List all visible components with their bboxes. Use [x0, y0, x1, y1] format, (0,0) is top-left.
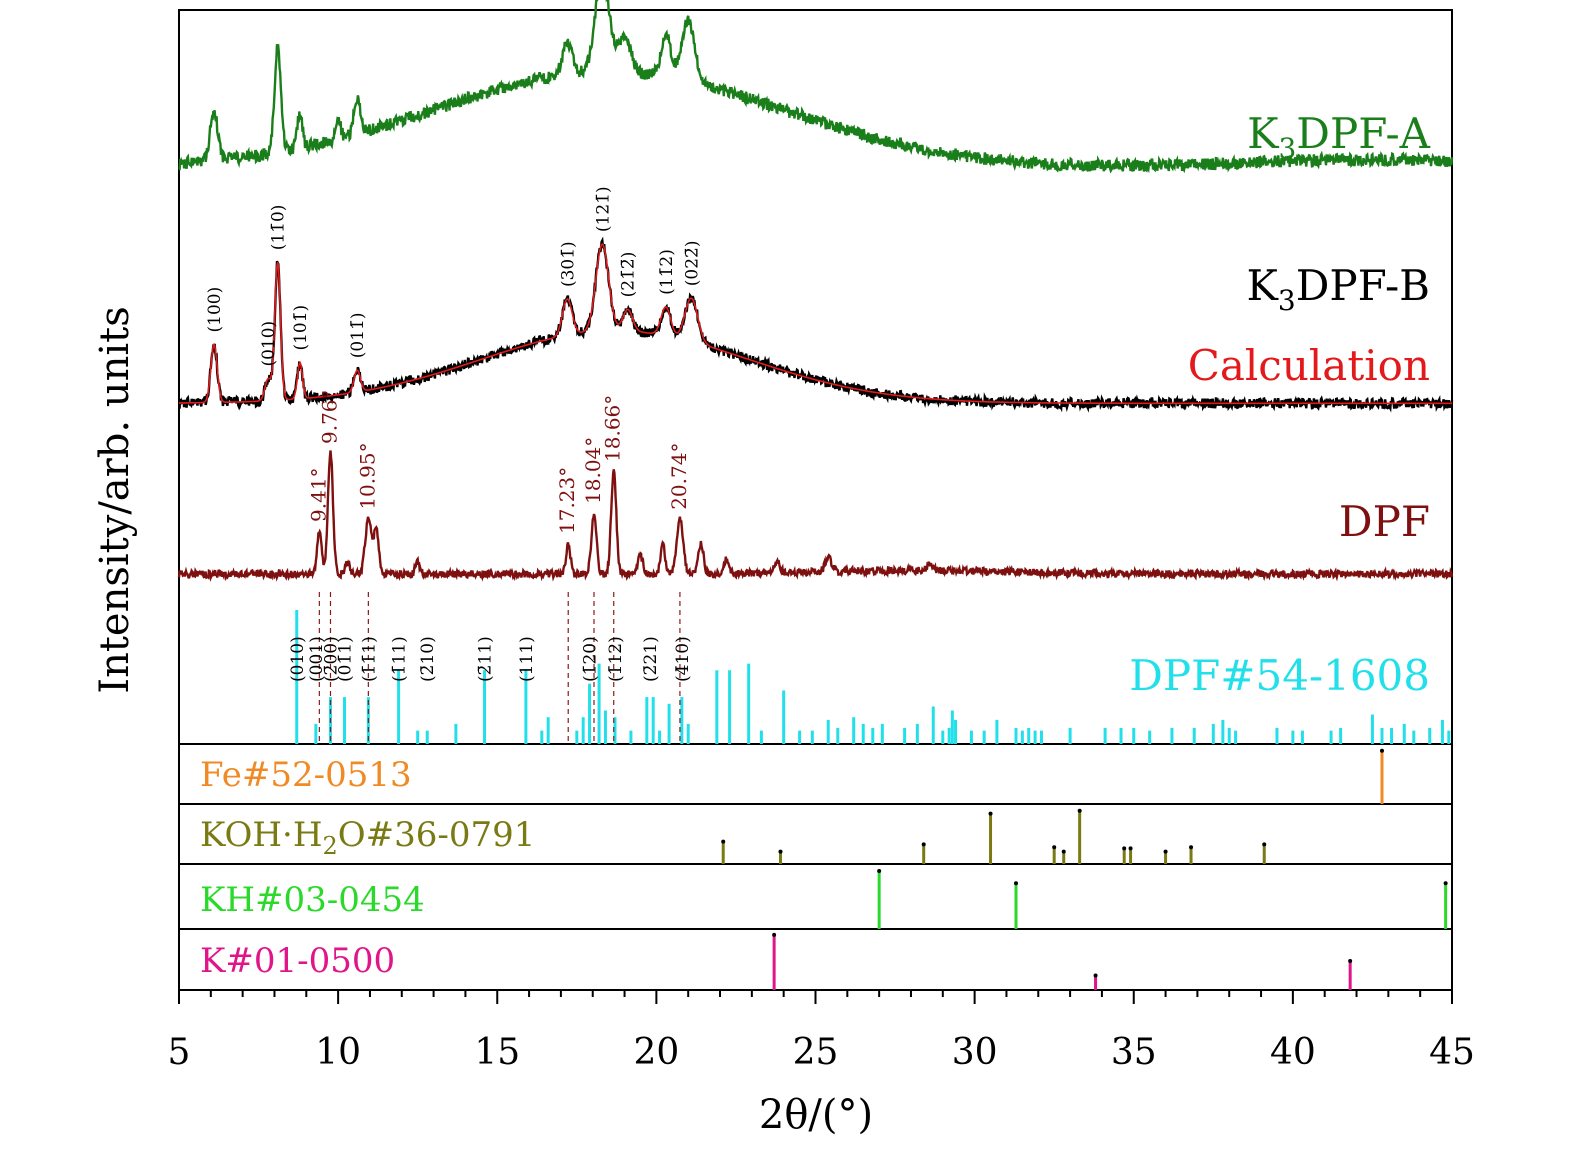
series-line-dpf [177, 450, 1454, 582]
angle-label: 10.95° [355, 442, 379, 509]
x-tick-label: 35 [1111, 1032, 1157, 1073]
x-tick-label: 15 [474, 1032, 520, 1073]
ref-hkl-label: (010) [288, 636, 308, 682]
stick-tip [1348, 959, 1353, 963]
hkl-label: (022̄) [682, 241, 702, 287]
series-label-k3dpf-b: K3DPF-B [1247, 261, 1430, 317]
stick-tip [877, 869, 882, 874]
reference-layer: DPF#54-1608 Fe#52-0513 KOH·H2O#36-0791 KH#0… [200, 610, 1451, 990]
reference-label: K#01-0500 [200, 941, 395, 981]
angle-label: 20.74° [667, 443, 691, 510]
series-label-calculation: Calculation [1188, 341, 1430, 390]
x-tick-label: 20 [633, 1032, 679, 1073]
hkl-label: (21̄2̄) [619, 252, 639, 298]
stick-tip [1128, 846, 1133, 851]
ref-hkl-label: (1̄12) [606, 636, 626, 682]
hkl-label: (121̄) [593, 186, 613, 232]
stick-tip [1013, 881, 1018, 886]
x-tick-label: 45 [1429, 1032, 1475, 1073]
x-axis: 5 10 15 20 25 30 35 40 45 [168, 990, 1475, 1073]
stick-tip [1093, 973, 1098, 978]
ref-hkl-label: (1̄1̄1) [359, 636, 379, 682]
stick-tip [1262, 842, 1267, 847]
hkl-label: (011̄) [348, 313, 368, 359]
angle-label: 9.76° [317, 389, 341, 444]
ref-hkl-label: (2̄11) [476, 636, 496, 682]
reference-label: DPF#54-1608 [1129, 651, 1430, 700]
stick-tip [1122, 846, 1127, 851]
annotation-layer: 9.41° 9.76° 10.95° 17.23° 18.04°18.66° 20.74°… [205, 186, 702, 744]
stick-tip [1061, 849, 1066, 854]
ref-hkl-label: (2̄21) [641, 636, 661, 682]
hkl-label: (301̄) [558, 241, 578, 287]
stick-tip [1052, 845, 1057, 850]
stick-tip [1189, 845, 1194, 850]
hkl-label: (101̄) [291, 305, 311, 351]
x-tick-label: 10 [315, 1032, 361, 1073]
series-line-k3dpf-a [178, 0, 1454, 174]
reference-label: KH#03-0454 [200, 880, 425, 920]
stick-tip [1077, 808, 1082, 813]
angle-label: 17.23° [555, 467, 579, 534]
series-label-k3dpf-a: K3DPF-A [1247, 109, 1431, 165]
reference-label: KOH·H2O#36-0791 [200, 815, 535, 860]
ref-hkl-label: (111) [517, 636, 537, 682]
stick-tip [1163, 849, 1168, 854]
angle-label: 9.41° [306, 467, 330, 522]
hkl-label: (11̄2) [657, 249, 677, 295]
ref-hkl-label: (2̄10) [418, 636, 438, 682]
stick-tip [1443, 881, 1448, 886]
angle-label: 18.04° [581, 437, 605, 504]
ref-hkl-label: (1̄11) [390, 636, 410, 682]
stick-tip [988, 811, 993, 816]
y-axis-title: Intensity/arb. units [92, 306, 138, 693]
x-tick-label: 30 [952, 1032, 998, 1073]
x-axis-title: 2θ/(°) [759, 1092, 873, 1138]
x-tick-label: 40 [1270, 1032, 1316, 1073]
series-label-dpf: DPF [1339, 497, 1430, 546]
reference-label: Fe#52-0513 [200, 755, 412, 795]
hkl-label: (100) [205, 287, 225, 333]
series-layer: K3DPF-A K3DPF-B Calculation DPF [177, 0, 1454, 582]
hkl-label: (010) [259, 321, 279, 367]
stick-tip [778, 849, 783, 854]
hkl-label: (11̄0) [269, 205, 289, 251]
stick-tip [921, 842, 926, 847]
stick-tip [721, 839, 726, 844]
stick-tip [1379, 748, 1384, 753]
ref-hkl-label: (2̄00) [321, 636, 341, 682]
x-tick-label: 25 [793, 1032, 839, 1073]
series-line-calculation [179, 243, 1452, 405]
ref-hkl-label: (4̄10) [673, 636, 693, 682]
angle-label: 18.66° [601, 395, 625, 462]
ref-hkl-label: (1̄20) [581, 636, 601, 682]
ref-hkl-label: (001) [307, 636, 327, 682]
stick-tip [772, 932, 777, 937]
x-tick-label: 5 [168, 1032, 191, 1073]
ref-hkl-label: (01̄1) [335, 636, 355, 682]
